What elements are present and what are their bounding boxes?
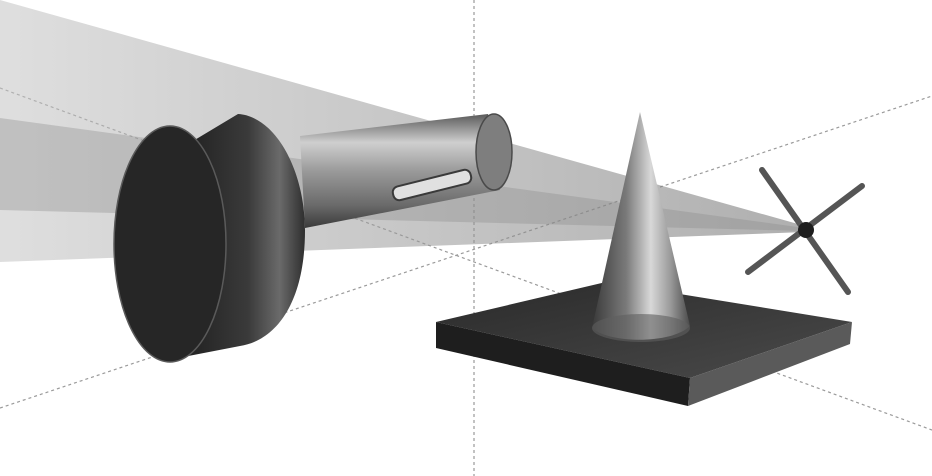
camera-face <box>114 126 226 362</box>
camera-body <box>113 114 305 363</box>
lens-slot <box>391 168 473 202</box>
focal-point-marker <box>745 167 865 295</box>
cone <box>592 112 690 342</box>
lens-tube <box>300 113 513 228</box>
